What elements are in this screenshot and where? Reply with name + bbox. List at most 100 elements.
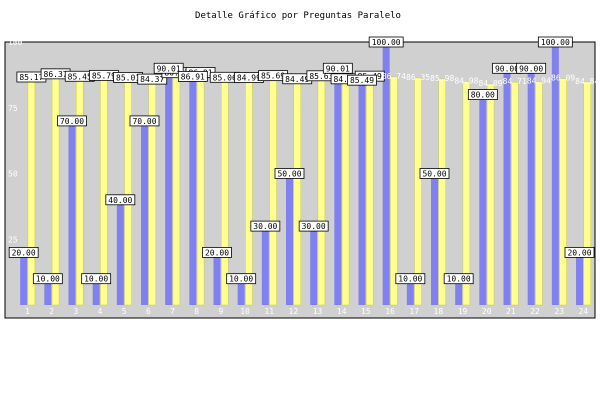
value-label: 85.63 <box>309 72 333 81</box>
value-label-box <box>202 246 232 258</box>
x-tick-label: 4 <box>98 307 103 316</box>
bar-series-a <box>237 278 245 305</box>
x-tick-label: 2 <box>49 307 54 316</box>
x-tick-label: 19 <box>458 307 468 316</box>
bar-series-a <box>503 68 511 305</box>
value-label: 85.01 <box>116 73 140 82</box>
value-label: 85.06 <box>213 73 237 82</box>
x-tick-label: 16 <box>385 307 395 316</box>
value-label: 50.00 <box>277 170 301 179</box>
y-tick-label: 100 <box>8 38 23 47</box>
value-label-b: 84.09 <box>479 79 503 88</box>
value-label: 70.00 <box>60 117 84 126</box>
bar-series-b <box>75 80 84 306</box>
bar-series-a <box>68 120 76 306</box>
x-tick-label: 22 <box>530 307 540 316</box>
value-label: 90.00 <box>495 64 519 73</box>
value-label: 84.37 <box>140 75 164 84</box>
bar-series-b <box>124 81 132 306</box>
x-tick-label: 5 <box>122 307 127 316</box>
bar-series-a <box>310 226 318 305</box>
bar-series-b <box>317 79 326 306</box>
value-label: 30.00 <box>302 222 326 231</box>
y-tick-label: 50 <box>8 170 18 179</box>
bar-series-b <box>535 81 543 306</box>
value-label-box <box>516 62 547 74</box>
bar-series-a <box>527 68 535 305</box>
y-tick-label: 75 <box>8 104 18 113</box>
value-label-b: 84.84 <box>575 77 599 86</box>
value-label: 85.69 <box>261 72 285 81</box>
value-label-box <box>32 273 63 285</box>
value-label: 85.49 <box>350 76 374 85</box>
value-label: 40.00 <box>108 196 132 205</box>
value-label: 85.79 <box>92 71 116 80</box>
bar-series-a <box>551 42 559 305</box>
bar-series-a <box>92 278 100 305</box>
x-tick-label: 18 <box>434 307 444 316</box>
value-label-box <box>274 168 305 179</box>
bar-series-a <box>358 80 366 305</box>
bar-series-b <box>390 76 398 306</box>
value-label: 20.00 <box>567 248 591 257</box>
bar-series-b <box>100 79 108 306</box>
bar-series-b <box>220 81 229 306</box>
value-label-box <box>8 246 39 258</box>
value-labels: 85.17 20.00 86.37 10.00 85.45 70.00 85.79 10.00… <box>8 36 599 285</box>
x-tick-label: 24 <box>579 307 589 316</box>
value-label-box <box>347 74 377 86</box>
value-label-box <box>153 62 184 74</box>
bar-series-a <box>116 199 124 305</box>
value-label: 10.00 <box>84 275 108 284</box>
bar-series-a <box>286 173 293 305</box>
value-label-box <box>467 89 498 100</box>
x-tick-label: 12 <box>289 307 299 316</box>
value-label: 84.48 <box>334 75 358 84</box>
value-label: 90.01 <box>157 64 181 73</box>
value-label: 20.00 <box>12 248 36 257</box>
value-label: 84.49 <box>285 75 309 84</box>
x-axis: 1 2 3 4 5 6 7 8 9 10 11 12 13 14 15 16 17 18 19 20 21 22 23 24 <box>25 307 588 316</box>
bar-series-a <box>189 76 197 305</box>
bar-series-a <box>334 68 342 305</box>
x-tick-label: 15 <box>361 307 371 316</box>
bar-series-b <box>172 76 181 306</box>
value-label-box <box>322 62 353 74</box>
value-label-b: 86.35 <box>406 73 430 82</box>
value-label: 86.91 <box>181 72 205 81</box>
value-label-box <box>443 273 474 285</box>
value-label-box <box>395 273 426 285</box>
x-tick-label: 10 <box>240 307 250 316</box>
chart-title: Detalle Gráfico por Preguntas Paralelo <box>195 11 401 21</box>
value-label-box <box>57 115 87 127</box>
x-tick-label: 7 <box>170 307 175 316</box>
bar-series-b <box>269 79 277 306</box>
value-label: 80.00 <box>471 91 495 100</box>
y-axis: 25 50 75 100 <box>8 38 23 244</box>
value-label-box <box>137 73 168 85</box>
bar-series-a <box>479 94 487 305</box>
value-label-b: 84.71 <box>503 77 527 86</box>
value-label: 30.00 <box>253 222 277 231</box>
x-tick-label: 17 <box>409 307 419 316</box>
bar-series-b <box>486 83 495 306</box>
bar-series-b <box>462 81 471 306</box>
x-tick-label: 8 <box>194 307 199 316</box>
y-tick-label: 25 <box>8 235 18 244</box>
value-label-b: 86.09 <box>551 74 575 83</box>
bar-series-b <box>365 79 374 306</box>
value-label-box <box>419 168 450 179</box>
x-tick-label: 6 <box>146 307 151 316</box>
bar-series-b <box>51 77 60 306</box>
bar-series-a <box>382 42 390 305</box>
x-tick-label: 23 <box>554 307 564 316</box>
value-label-box <box>537 36 573 48</box>
bar-series-b <box>27 80 36 306</box>
bar-series-a <box>213 252 221 305</box>
x-tick-label: 21 <box>506 307 516 316</box>
value-label: 90.00 <box>519 64 543 73</box>
bar-series-a <box>406 278 414 305</box>
value-label: 85.17 <box>19 73 43 82</box>
bar-series-b <box>414 77 422 306</box>
